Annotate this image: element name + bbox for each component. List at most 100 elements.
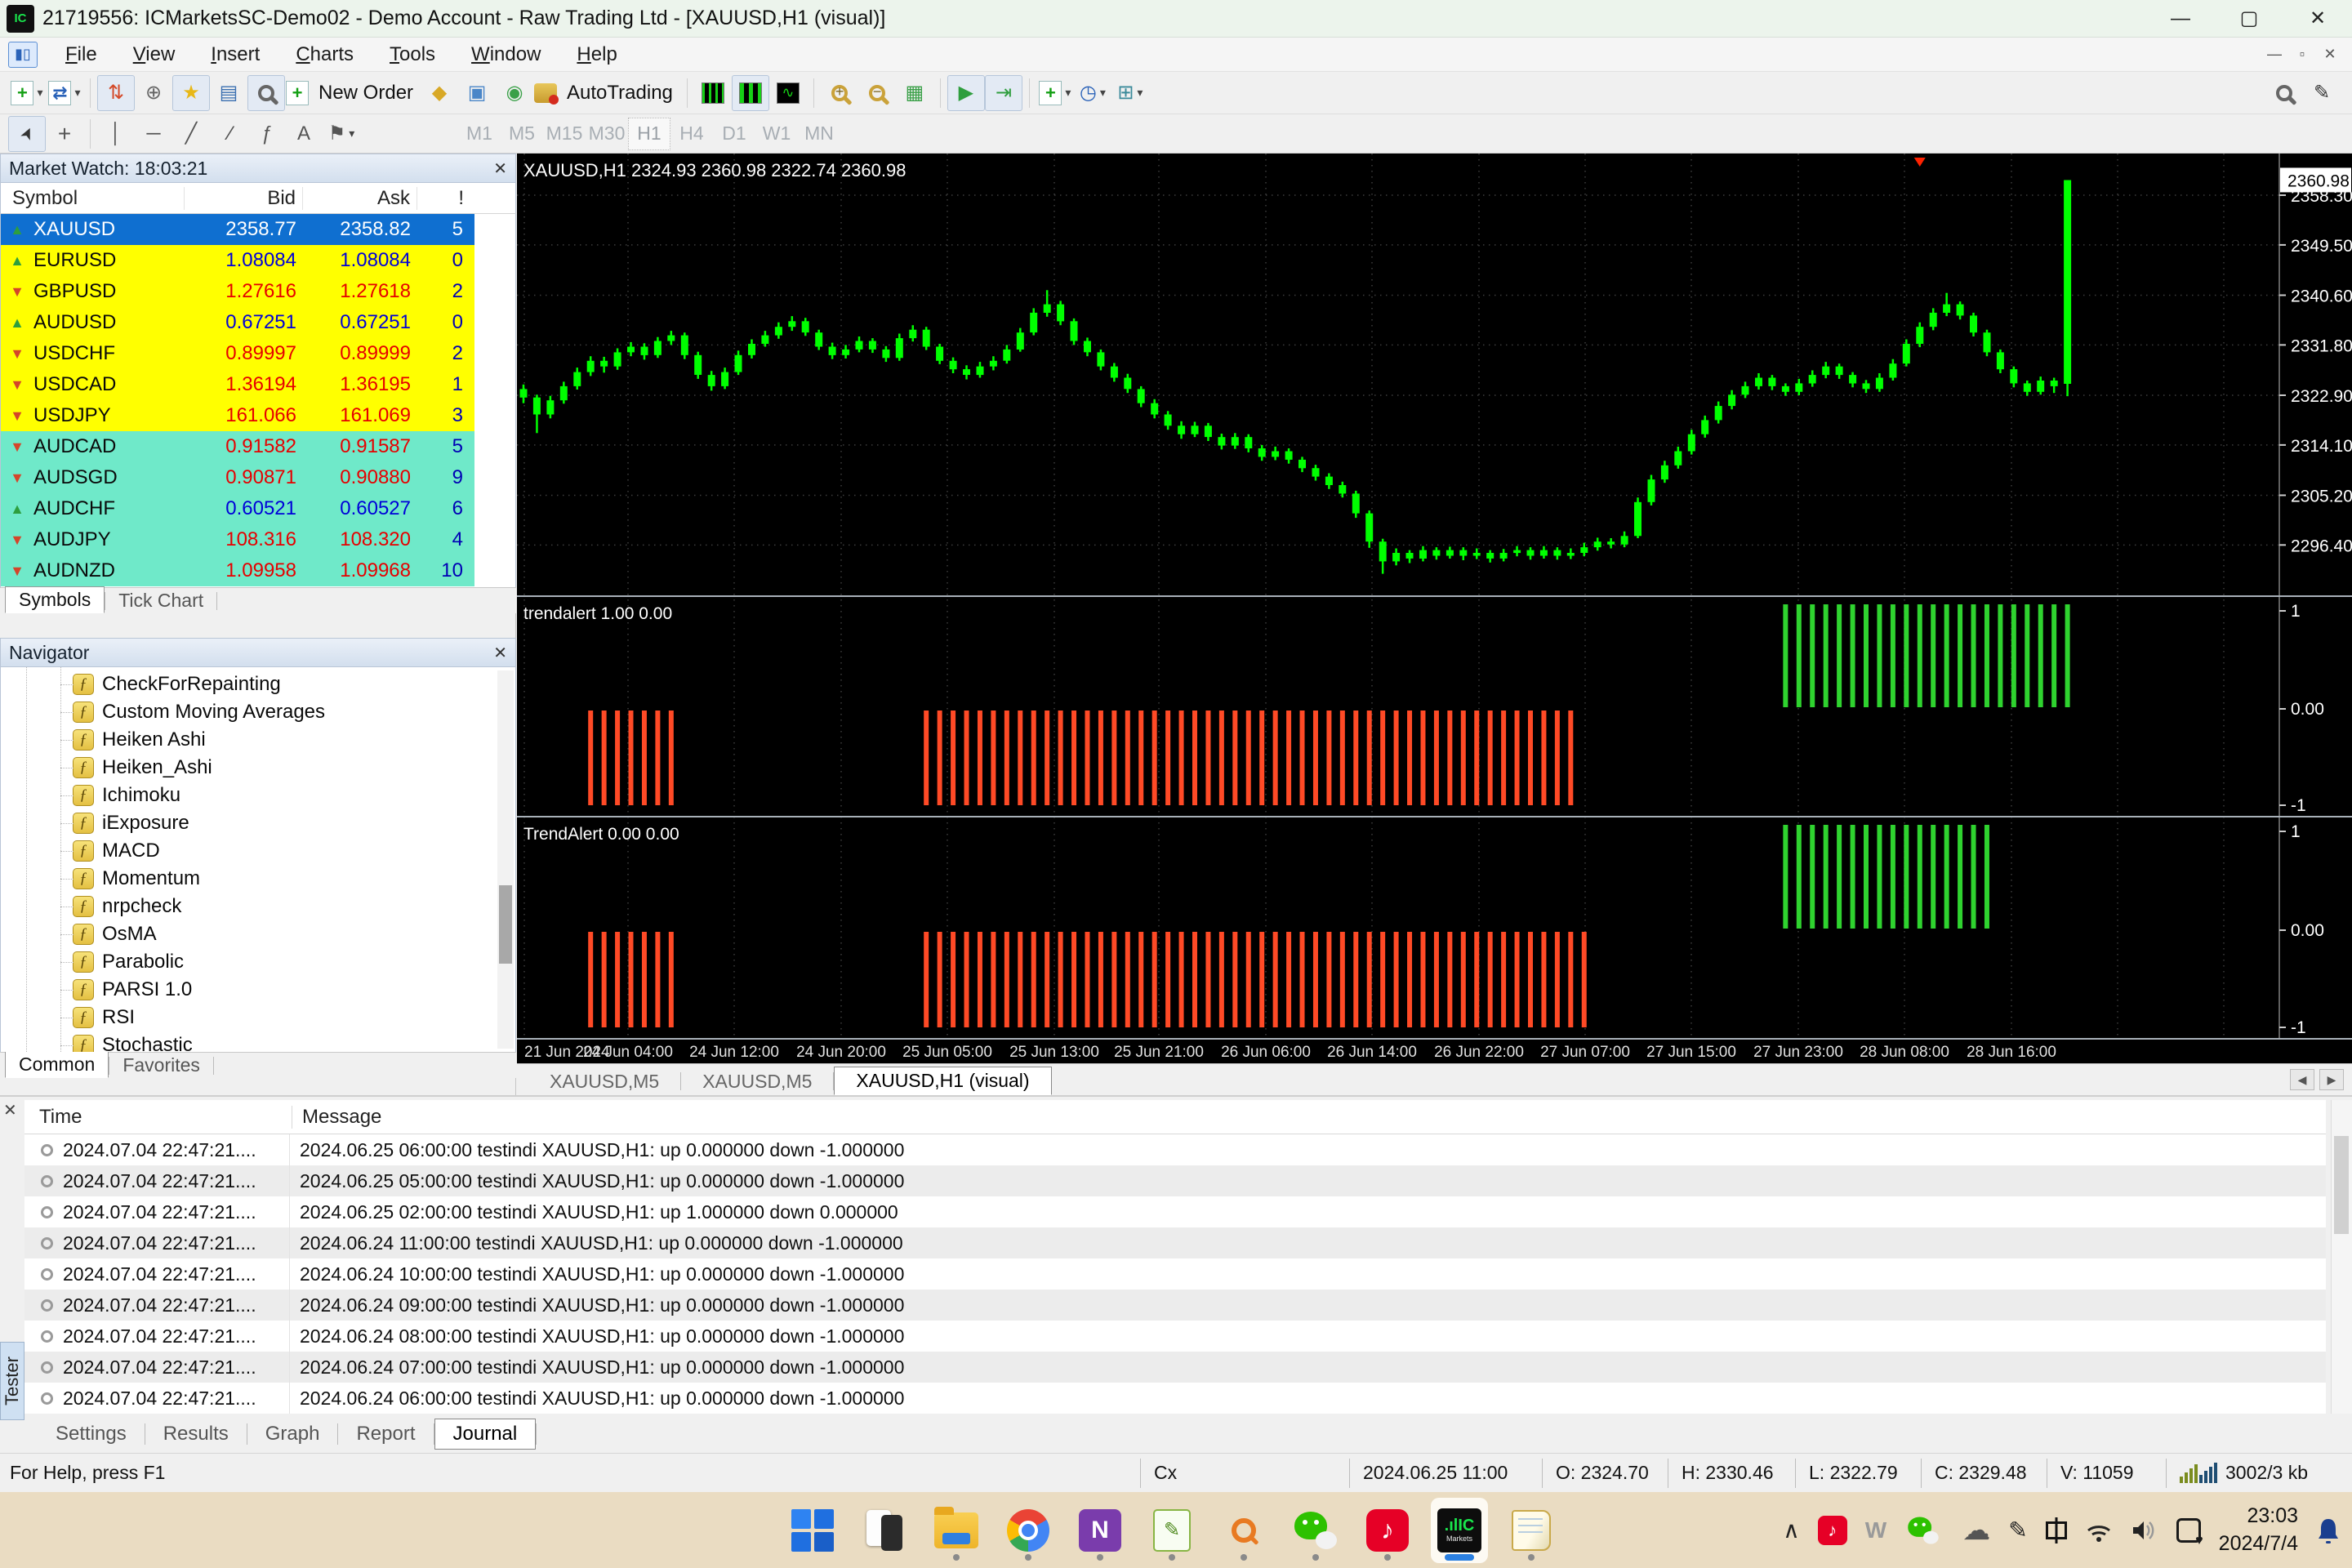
journal-row[interactable]: 2024.07.04 22:47:21.... 2024.06.25 06:00:… [24,1134,2326,1165]
tab-tick-chart[interactable]: Tick Chart [118,590,204,611]
netease-music-button[interactable]: ♪ [1359,1498,1416,1563]
tester-tab-settings[interactable]: Settings [56,1423,127,1445]
arrows-tool-button[interactable]: ⚑ ▾ [327,122,355,145]
navigator-toggle-button[interactable]: ★ [172,74,210,111]
journal-scrollbar[interactable] [2331,1100,2352,1414]
everything-search-button[interactable] [1215,1498,1272,1563]
data-window-button[interactable]: ⊕ [135,75,172,111]
market-watch-row-AUDJPY[interactable]: ▼ AUDJPY 108.316 108.320 4 [1,524,474,555]
strategy-tester-button[interactable] [247,74,285,111]
tray-pen-icon[interactable]: ✎ [2008,1517,2028,1543]
channel-tool-button[interactable]: ∕∕ [210,116,247,152]
journal-row[interactable]: 2024.07.04 22:47:21.... 2024.06.24 06:00:… [24,1383,2326,1414]
tile-windows-button[interactable]: ▦ [896,75,933,111]
timeframe-h1-button[interactable]: H1 [628,117,670,150]
navigator-item-macd[interactable]: ƒ MACD [1,837,515,865]
tray-onedrive-cloud-icon[interactable]: ☁ [1962,1514,1991,1546]
periods-button[interactable]: ◷ ▾ [1079,82,1106,104]
candlestick-chart-button[interactable] [731,74,769,111]
chrome-button[interactable] [1000,1498,1057,1563]
tray-expand-chevron-icon[interactable]: ∧ [1783,1517,1800,1543]
profiles-button[interactable]: ⇄ ▾ [46,75,83,111]
timeframe-m1-button[interactable]: M1 [466,122,492,144]
chart-tab-0[interactable]: XAUUSD,M5 [550,1071,660,1092]
onenote-button[interactable]: N [1071,1498,1129,1563]
navigator-item-heiken-ashi[interactable]: ƒ Heiken Ashi [1,726,515,754]
timeframe-d1-button[interactable]: D1 [722,122,746,144]
chart-edit-button[interactable]: ✎ [2303,75,2341,111]
navigator-item-checkforrepainting[interactable]: ƒ CheckForRepainting [1,670,515,698]
tray-netease-icon[interactable]: ♪ [1817,1515,1847,1545]
wechat-button[interactable] [1287,1498,1344,1563]
notification-bell-icon[interactable] [2316,1517,2341,1544]
search-button[interactable] [2265,75,2303,111]
navigator-item-custom-moving-averages[interactable]: ƒ Custom Moving Averages [1,698,515,726]
journal-row[interactable]: 2024.07.04 22:47:21.... 2024.06.24 09:00:… [24,1290,2326,1321]
journal-row[interactable]: 2024.07.04 22:47:21.... 2024.06.25 05:00:… [24,1165,2326,1196]
tray-wifi-icon[interactable] [2085,1518,2113,1543]
bar-chart-button[interactable] [694,75,732,111]
market-watch-row-AUDCAD[interactable]: ▼ AUDCAD 0.91582 0.91587 5 [1,431,474,462]
menu-help[interactable]: Help [577,42,617,65]
market-watch-row-GBPUSD[interactable]: ▼ GBPUSD 1.27616 1.27618 2 [1,276,474,307]
menu-file[interactable]: File [65,42,97,65]
navigator-item-heiken-ashi[interactable]: ƒ Heiken_Ashi [1,754,515,782]
chart-tab-1[interactable]: XAUUSD,M5 [702,1071,813,1092]
tray-volume-icon[interactable] [2131,1518,2158,1543]
menu-tools[interactable]: Tools [390,42,436,65]
journal-row[interactable]: 2024.07.04 22:47:21.... 2024.06.24 07:00:… [24,1352,2326,1383]
navigator-item-rsi[interactable]: ƒ RSI [1,1004,515,1031]
navigator-close-icon[interactable]: ✕ [493,644,507,662]
menu-insert[interactable]: Insert [211,42,261,65]
file-explorer-button[interactable] [928,1498,985,1563]
tray-screenshot-icon[interactable] [2176,1517,2203,1548]
text-tool-button[interactable]: A [285,116,323,152]
timeframe-w1-button[interactable]: W1 [762,122,791,144]
fibonacci-tool-button[interactable]: ƒ [247,116,285,152]
market-watch-row-USDCHF[interactable]: ▼ USDCHF 0.89997 0.89999 2 [1,338,474,369]
notepad-button[interactable]: ✎ [1143,1498,1200,1563]
navigator-item-parabolic[interactable]: ƒ Parabolic [1,948,515,976]
navigator-item-ichimoku[interactable]: ƒ Ichimoku [1,782,515,809]
zoom-out-button[interactable]: − [858,75,896,111]
terminal-button[interactable]: ▤ [210,75,247,111]
auto-scroll-button[interactable]: ▶ [947,74,985,111]
market-watch-close-icon[interactable]: ✕ [493,159,507,178]
chart-tab-2[interactable]: XAUUSD,H1 (visual) [834,1067,1052,1095]
child-minimize-button[interactable]: — [2267,46,2282,62]
navigator-scrollbar-thumb[interactable] [499,885,512,964]
tab-scroll-left-button[interactable]: ◀ [2290,1069,2314,1090]
navigator-scrollbar[interactable] [497,670,514,1049]
timeframe-h4-button[interactable]: H4 [679,122,704,144]
metaeditor-button[interactable]: ◆ [421,75,458,111]
journal-row[interactable]: 2024.07.04 22:47:21.... 2024.06.24 10:00:… [24,1258,2326,1290]
journal-row[interactable]: 2024.07.04 22:47:21.... 2024.06.24 11:00:… [24,1227,2326,1258]
line-chart-button[interactable]: ∿ [769,75,807,111]
timeframe-mn-button[interactable]: MN [804,122,834,144]
close-button[interactable]: ✕ [2309,7,2327,29]
zoom-in-button[interactable]: + [821,75,858,111]
autotrading-button[interactable]: AutoTrading [533,75,680,111]
navigator-item-osma[interactable]: ƒ OsMA [1,920,515,948]
start-button[interactable] [784,1498,841,1563]
tab-symbols[interactable]: Symbols [5,586,105,613]
tray-w-icon[interactable]: W [1864,1517,1886,1543]
templates-button[interactable]: ⊞ ▾ [1117,82,1143,104]
tester-vertical-tab[interactable]: Tester [0,1342,24,1420]
navigator-item-parsi-1-0[interactable]: ƒ PARSI 1.0 [1,976,515,1004]
navigator-item-momentum[interactable]: ƒ Momentum [1,865,515,893]
experts-button[interactable]: ▣ [458,75,496,111]
tray-ime-icon[interactable] [2045,1521,2067,1539]
child-close-button[interactable]: ✕ [2323,46,2336,62]
navigator-item-nrpcheck[interactable]: ƒ nrpcheck [1,893,515,920]
minimize-button[interactable]: — [2171,7,2190,29]
new-chart-button[interactable]: + ▾ [8,75,46,111]
indicators-button[interactable]: + ▾ [1036,75,1074,111]
market-watch-row-XAUUSD[interactable]: ▲ XAUUSD 2358.77 2358.82 5 [1,214,474,245]
tab-scroll-right-button[interactable]: ▶ [2319,1069,2344,1090]
tab-favorites[interactable]: Favorites [122,1054,200,1076]
icmarkets-mt4-button[interactable]: .ılIC Markets [1431,1497,1488,1563]
vertical-line-tool-button[interactable]: │ [97,116,135,152]
youdao-dict-button[interactable] [1503,1498,1560,1563]
timeframe-m15-button[interactable]: M15 [546,122,583,144]
